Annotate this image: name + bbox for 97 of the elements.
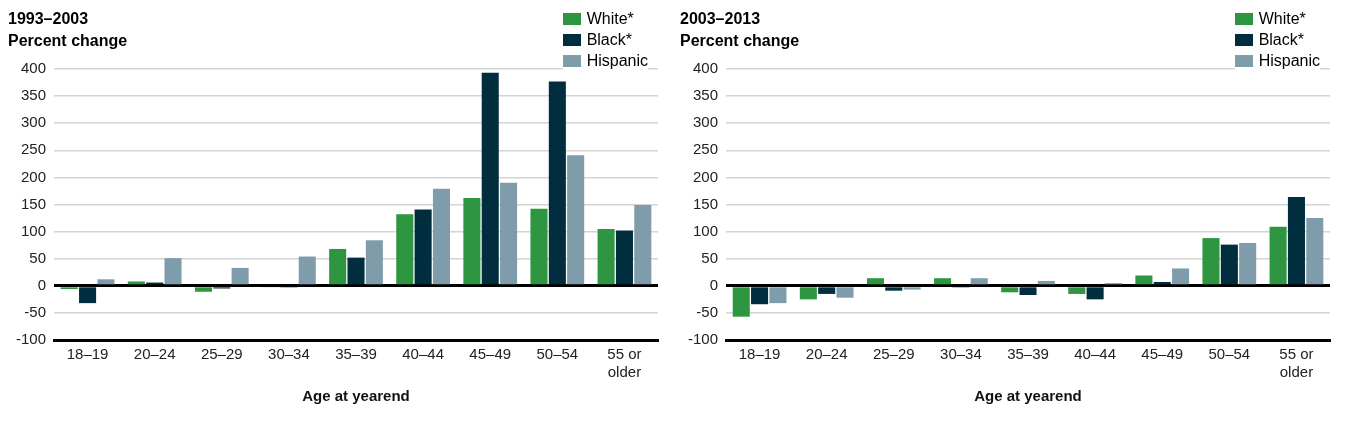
y-tick-label: -100 [687,330,719,348]
bar [934,278,952,285]
y-tick-label: 200 [20,167,47,185]
bar [597,228,615,285]
y-tick-label: 100 [20,221,47,239]
bar [481,72,499,285]
bar [1068,287,1086,294]
bar [1172,268,1190,285]
bar [79,287,97,304]
y-tick-label: 300 [20,113,47,131]
legend-label: Black* [586,30,632,50]
x-tick-label: 20–24 [805,345,848,363]
bar [836,287,854,298]
chart-title: 1993–2003 [8,10,89,27]
bar [298,256,316,285]
x-tick-label: 40–44 [1074,345,1116,363]
bar [1269,226,1287,285]
y-tick-label: 50 [701,248,719,266]
y-tick-label: 50 [29,248,47,266]
y-tick-label: 300 [692,113,719,131]
y-tick-label: 0 [709,275,719,293]
bar [1202,238,1220,285]
x-axis-title: Age at yearend [974,387,1082,405]
bar [463,198,481,285]
bar [231,267,249,285]
y-tick-label: -50 [24,303,47,321]
bar [396,214,414,285]
x-tick-label: 18–19 [738,345,781,363]
chart-title: 2003–2013 [680,10,761,27]
y-tick-label: 150 [692,194,719,212]
bar [1001,287,1019,293]
y-axis-title: Percent change [8,32,128,49]
x-tick-label: 45–49 [1141,345,1184,363]
bar [1220,244,1238,285]
bar [970,278,988,285]
bar [903,287,921,290]
bar [1086,287,1104,300]
legend-label: Hispanic [586,51,648,71]
y-tick-label: -50 [696,303,719,321]
bar [751,287,769,305]
bar [500,182,518,285]
x-axis-title: Age at yearend [302,387,410,405]
x-tick-label: 35–39 [1007,345,1049,363]
y-tick-label: 350 [692,86,719,104]
y-tick-label: 150 [20,194,47,212]
x-tick-label: 40–44 [402,345,444,363]
x-tick-label: 30–34 [268,345,310,363]
bar [818,287,836,294]
y-tick-label: 250 [20,140,47,158]
bar [885,287,903,291]
bar [1135,275,1153,285]
x-tick-label: 55 or older [607,345,642,381]
x-tick-label: 18–19 [66,345,109,363]
x-tick-label: 55 or older [1279,345,1314,381]
bar [615,230,633,285]
y-tick-label: 100 [692,221,719,239]
bar [329,248,347,285]
x-tick-label: 30–34 [940,345,982,363]
y-tick-label: 200 [692,167,719,185]
y-tick-label: -100 [15,330,47,348]
bar [530,208,548,285]
legend-label: White* [1258,9,1306,29]
x-tick-label: 50–54 [536,345,579,363]
bar [194,287,212,292]
bar [567,155,585,285]
x-tick-label: 35–39 [335,345,377,363]
bar [732,287,750,317]
bar [127,281,145,285]
y-tick-label: 350 [20,86,47,104]
legend-label: Hispanic [1258,51,1320,71]
x-tick-label: 20–24 [133,345,176,363]
bar [1287,196,1305,285]
bar [1306,218,1324,285]
y-tick-label: 400 [20,59,47,77]
bar [769,287,787,304]
bar [164,258,182,285]
legend-label: White* [586,9,634,29]
x-tick-label: 45–49 [469,345,512,363]
bar [365,240,383,285]
x-tick-label: 50–54 [1208,345,1251,363]
y-tick-label: 400 [692,59,719,77]
bar [432,188,450,285]
bar [866,278,884,285]
bar [97,279,115,285]
bar [1019,287,1037,296]
y-axis-title: Percent change [680,32,800,49]
x-tick-label: 25–29 [872,345,915,363]
bar [414,209,432,285]
bar [799,287,817,300]
y-tick-label: 0 [37,275,47,293]
bar [1239,242,1257,285]
y-tick-label: 250 [692,140,719,158]
bar [548,81,566,285]
legend-label: Black* [1258,30,1304,50]
x-tick-label: 25–29 [200,345,243,363]
bar [634,205,652,285]
bar [347,257,365,285]
